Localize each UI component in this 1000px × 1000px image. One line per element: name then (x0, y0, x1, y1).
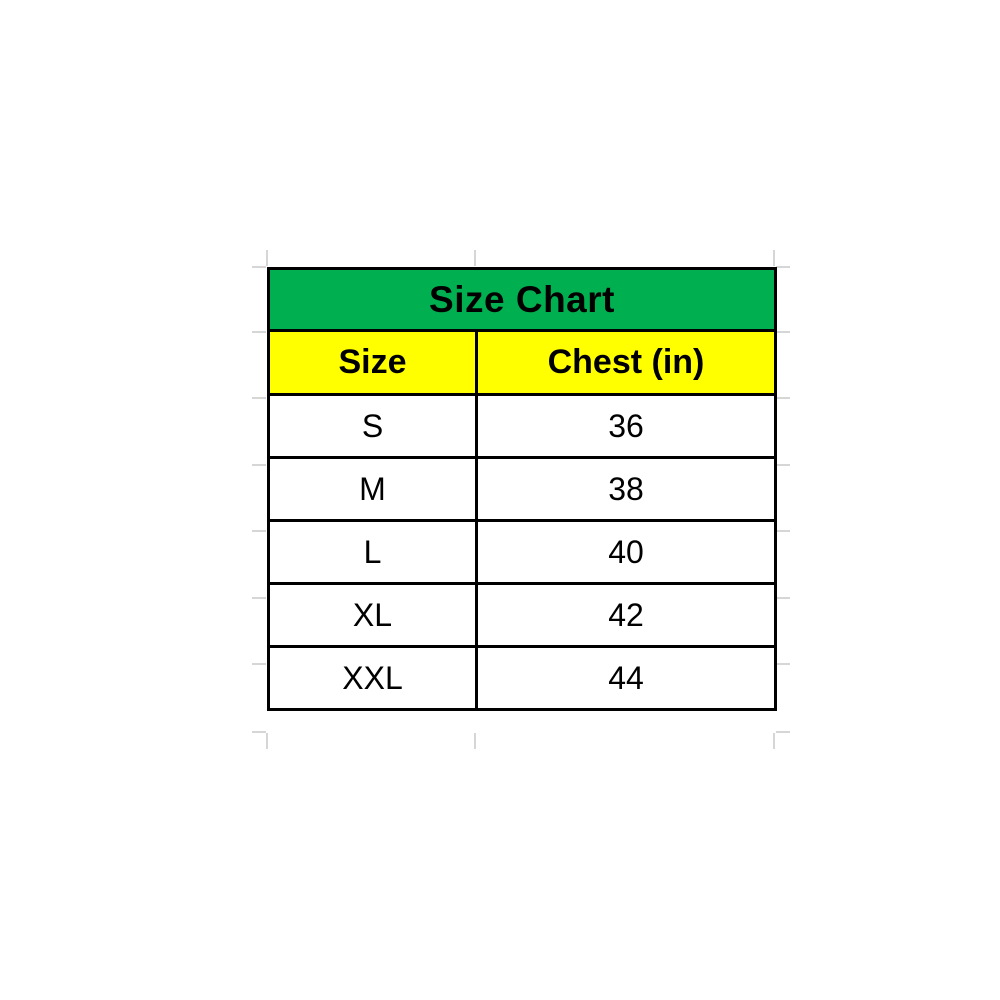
gridline-stub (252, 597, 266, 599)
gridline-stub (474, 250, 476, 266)
gridline-stub (776, 397, 790, 399)
gridline-stub (252, 530, 266, 532)
table-row: M 38 (267, 456, 777, 522)
gridline-stub (776, 530, 790, 532)
table-row: XL 42 (267, 582, 777, 648)
gridline-stub (474, 733, 476, 749)
gridline-stub (252, 663, 266, 665)
gridline-stub (266, 733, 268, 749)
gridline-stub (266, 250, 268, 266)
size-cell: L (267, 519, 478, 585)
gridline-stub (252, 397, 266, 399)
table-title-row: Size Chart (267, 267, 777, 332)
size-cell: S (267, 393, 478, 459)
gridline-stub (252, 331, 266, 333)
size-cell: XL (267, 582, 478, 648)
gridline-stub (252, 464, 266, 466)
table-row: XXL 44 (267, 645, 777, 711)
column-header-size: Size (267, 329, 478, 396)
gridline-stub (776, 464, 790, 466)
chest-cell: 36 (475, 393, 777, 459)
chest-cell: 38 (475, 456, 777, 522)
table-title: Size Chart (267, 267, 777, 332)
gridline-stub (776, 597, 790, 599)
gridline-stub (776, 663, 790, 665)
gridline-stub (252, 731, 266, 733)
chest-cell: 40 (475, 519, 777, 585)
gridline-stub (776, 266, 790, 268)
table-row: L 40 (267, 519, 777, 585)
size-cell: M (267, 456, 478, 522)
gridline-stub (776, 731, 790, 733)
chest-cell: 42 (475, 582, 777, 648)
column-header-chest: Chest (in) (475, 329, 777, 396)
size-cell: XXL (267, 645, 478, 711)
gridline-stub (776, 331, 790, 333)
table-header-row: Size Chest (in) (267, 329, 777, 396)
table-row: S 36 (267, 393, 777, 459)
gridline-stub (773, 250, 775, 266)
size-chart-table: Size Chart Size Chest (in) S 36 M 38 L 4… (267, 267, 777, 711)
chest-cell: 44 (475, 645, 777, 711)
gridline-stub (252, 266, 266, 268)
gridline-stub (773, 733, 775, 749)
